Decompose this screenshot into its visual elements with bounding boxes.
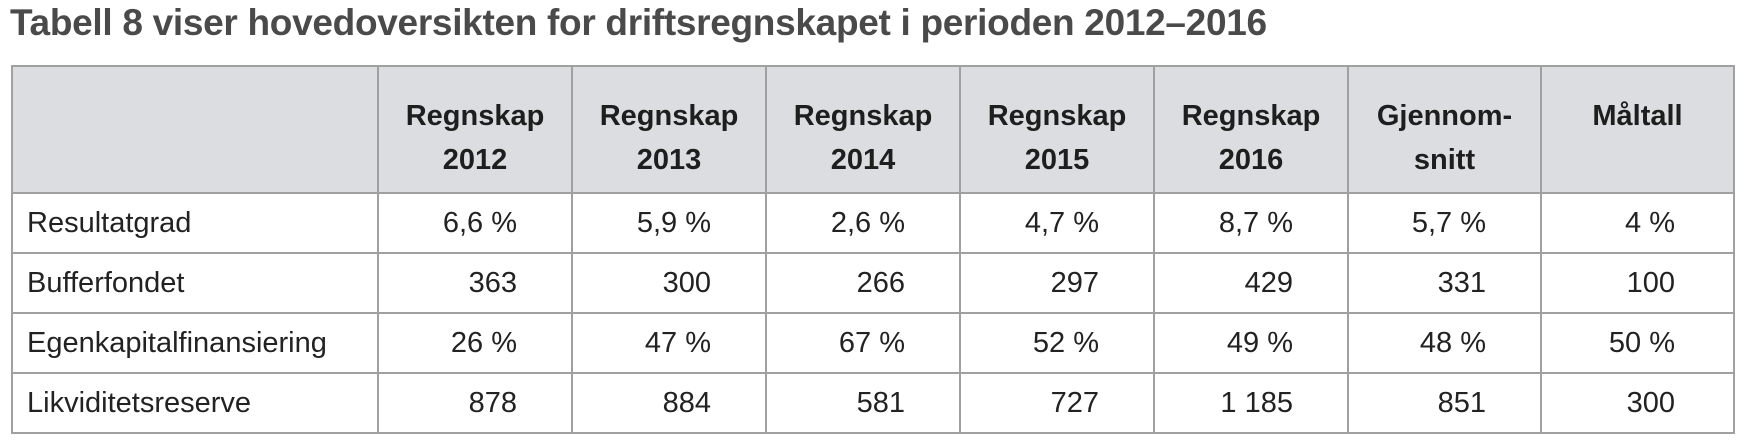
row-label: Bufferfondet [11,252,379,314]
table-cell: 100 [1540,252,1735,314]
column-header-line1: Regnskap [571,65,767,133]
table-row-egenkapitalfinansiering: Egenkapitalfinansiering 26 % 47 % 67 % 5… [11,312,1735,374]
header-corner-cell [11,65,379,193]
table-cell: 300 [1540,372,1735,434]
table-cell: 67 % [765,312,961,374]
table-caption: Tabell 8 viser hovedoversikten for drift… [10,2,1267,43]
column-header-line1: Regnskap [765,65,961,133]
column-header-line1: Måltall [1540,65,1735,133]
table-cell: 52 % [959,312,1155,374]
column-header-line1: Regnskap [959,65,1155,133]
table-cell: 6,6 % [377,192,573,254]
table-cell: 49 % [1153,312,1349,374]
table-cell: 878 [377,372,573,434]
column-header-line2 [1540,133,1735,194]
table-cell: 5,9 % [571,192,767,254]
table-row-resultatgrad: Resultatgrad 6,6 % 5,9 % 2,6 % 4,7 % 8,7… [11,192,1735,254]
row-label: Egenkapitalfinansiering [11,312,379,374]
table-cell: 48 % [1347,312,1542,374]
table-cell: 300 [571,252,767,314]
table-row-likviditetsreserve: Likviditetsreserve 878 884 581 727 1 185… [11,372,1735,434]
column-header-line1: Regnskap [377,65,573,133]
column-header-line2: 2015 [959,133,1155,194]
header-row-2: 2012 2013 2014 2015 2016 snitt [12,133,1735,194]
table-cell: 331 [1347,252,1542,314]
header-row-1: Regnskap Regnskap Regnskap Regnskap Regn… [11,65,1735,193]
table-cell: 851 [1347,372,1542,434]
table-cell: 5,7 % [1347,192,1542,254]
table-cell: 266 [765,252,961,314]
column-header-line2: 2016 [1153,133,1349,194]
table-cell: 429 [1153,252,1349,314]
table-cell: 4,7 % [959,192,1155,254]
column-header-line1: Gjennom- [1347,65,1542,133]
table-cell: 8,7 % [1153,192,1349,254]
column-header-line2: 2014 [765,133,961,194]
table-cell: 884 [571,372,767,434]
table-cell: 26 % [377,312,573,374]
table-row-bufferfondet: Bufferfondet 363 300 266 297 429 331 100 [11,252,1735,314]
column-header-line1: Regnskap [1153,65,1349,133]
column-header-line2: 2012 [377,133,573,194]
column-header-line2: snitt [1347,133,1542,194]
table-cell: 727 [959,372,1155,434]
table-cell: 4 % [1540,192,1735,254]
row-label: Resultatgrad [11,192,379,254]
financial-overview-table: Regnskap Regnskap Regnskap Regnskap Regn… [11,65,1735,434]
table-cell: 47 % [571,312,767,374]
table-cell: 50 % [1540,312,1735,374]
row-label: Likviditetsreserve [11,372,379,434]
table-cell: 1 185 [1153,372,1349,434]
table-cell: 363 [377,252,573,314]
column-header-line2: 2013 [571,133,767,194]
table-cell: 297 [959,252,1155,314]
table-cell: 2,6 % [765,192,961,254]
table-cell: 581 [765,372,961,434]
